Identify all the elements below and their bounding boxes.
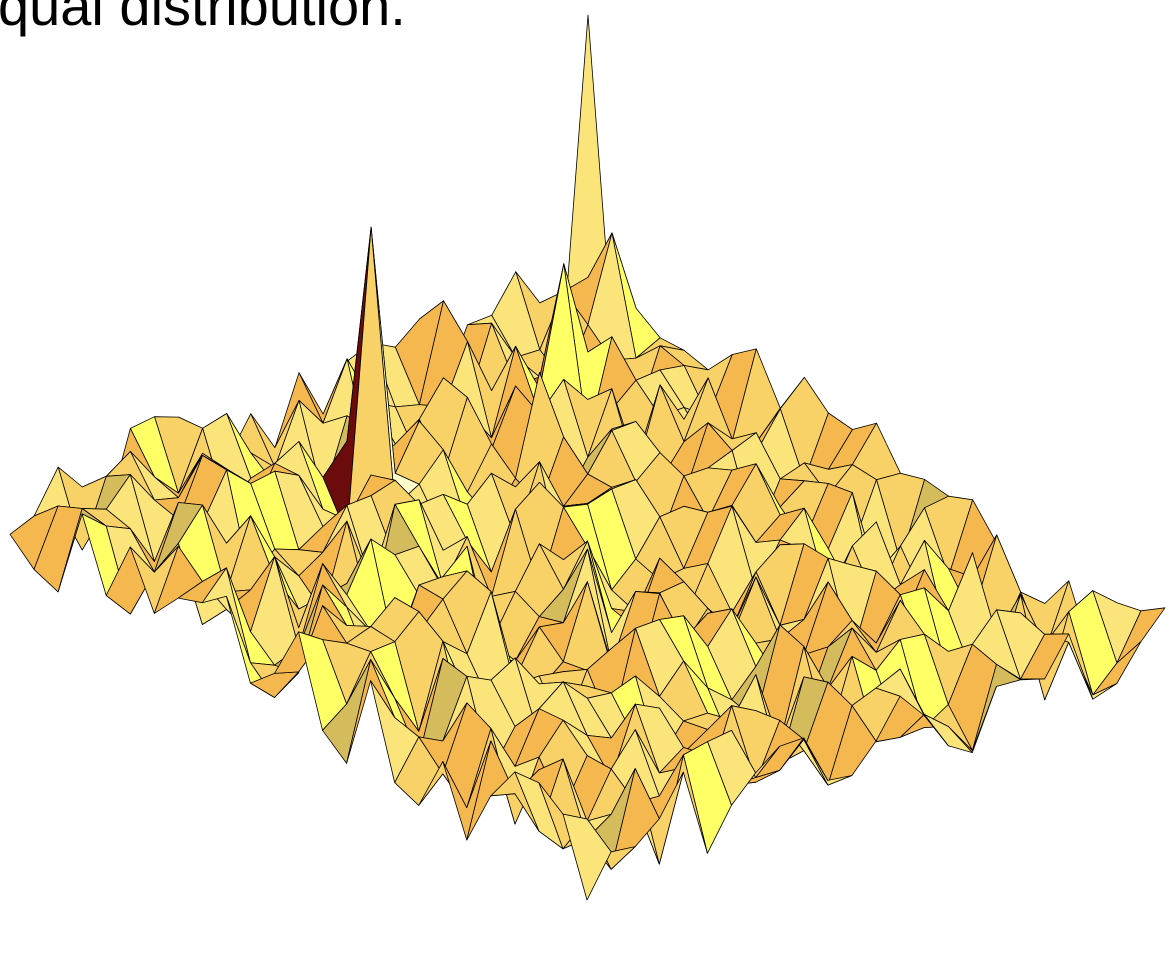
surface-plot [0, 0, 1176, 958]
page: qual distribution. [0, 0, 1176, 958]
title: qual distribution. [0, 0, 406, 34]
